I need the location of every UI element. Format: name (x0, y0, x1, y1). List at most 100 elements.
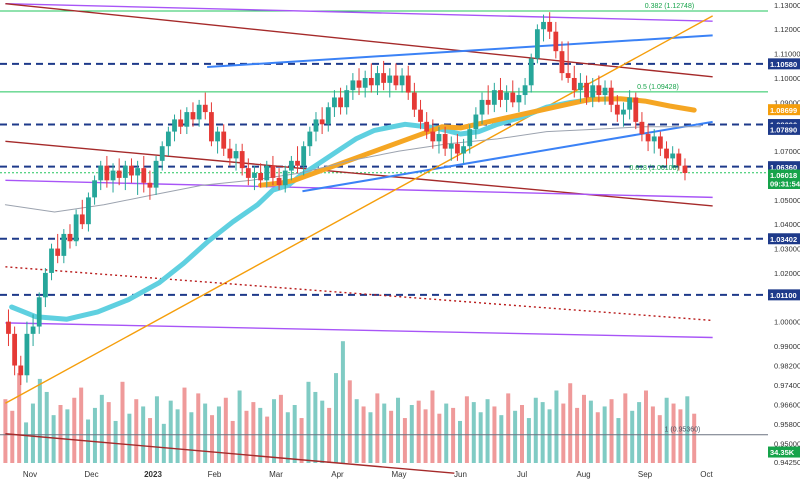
price-tag (768, 123, 800, 135)
candle-body (98, 165, 104, 181)
volume-bar (416, 400, 421, 463)
moving-average-line (4, 126, 701, 213)
volume-bar (409, 405, 414, 463)
moving-average-line (258, 96, 697, 188)
candle-body (528, 58, 534, 86)
candle-body (67, 233, 73, 242)
volume-bar (423, 409, 428, 463)
candle-body (639, 121, 645, 135)
candle-body (473, 114, 479, 130)
level-annotation: 0.618 (1.06108) (629, 165, 678, 172)
volume-bar (51, 415, 56, 463)
candle-body (6, 321, 11, 334)
volume-bar (237, 390, 242, 463)
volume-bar (526, 418, 531, 463)
candle-body (571, 77, 577, 91)
y-tick-label: 1.05000 (774, 196, 800, 205)
volume-bar (79, 387, 84, 463)
candle-body (92, 180, 97, 198)
candle-body (24, 333, 30, 376)
price-tag-label: 09:31:54 (770, 180, 800, 189)
trend-line (207, 34, 713, 69)
volume-bar (327, 407, 332, 463)
price-tag (768, 169, 800, 181)
candle-body (141, 168, 147, 183)
volume-bar (196, 393, 201, 463)
volume-bar (458, 420, 463, 463)
volume-bar (478, 412, 483, 463)
volume-bar (485, 399, 490, 463)
candle-body (584, 82, 589, 98)
volume-bar (575, 407, 580, 463)
candle-body (418, 109, 423, 122)
volume-bar (230, 420, 235, 463)
y-tick-label: 0.99000 (774, 342, 800, 351)
candle-body (424, 121, 430, 132)
volume-bar (402, 418, 407, 463)
level-annotation: 1 (0.95360) (665, 427, 701, 434)
volume-bar (210, 415, 215, 463)
volume-bar (561, 403, 566, 463)
volume-bar (616, 418, 621, 463)
price-tag-label: 1.07890 (770, 126, 797, 135)
candle-body (270, 165, 276, 178)
volume-bar (506, 393, 511, 463)
candle-body (202, 104, 208, 113)
price-tag-label: 1.01100 (770, 291, 797, 300)
volume-bar (520, 405, 524, 463)
candle-body (233, 151, 239, 159)
y-tick-label: 1.11000 (774, 50, 800, 59)
volume-bar (368, 412, 373, 463)
x-tick-label: Nov (23, 470, 37, 479)
volume-bar (471, 402, 476, 463)
volume-bar (24, 422, 29, 463)
candle-body (110, 170, 116, 181)
candle-body (682, 165, 688, 174)
x-tick-label: Jul (517, 470, 527, 479)
price-tag-label: 1.08699 (770, 106, 797, 115)
candle-body (264, 165, 270, 181)
volume-bar (347, 380, 352, 463)
x-tick-label: Feb (208, 470, 222, 479)
price-tag (768, 233, 800, 245)
candle-body (196, 104, 202, 120)
volume-bar (120, 381, 125, 463)
volume-bar (10, 410, 15, 463)
candle-body (344, 90, 350, 108)
volume-bar (223, 397, 228, 463)
volume-bar (533, 397, 538, 463)
candle-body (362, 77, 368, 88)
y-tick-label: 0.97400 (774, 381, 800, 390)
candle-body (399, 75, 405, 86)
candle-body (165, 131, 171, 147)
volume-bar (499, 415, 504, 463)
candle-body (393, 75, 399, 86)
volume-bar (65, 409, 70, 463)
volume-bar (685, 396, 690, 463)
price-tag-label: 34.35K (770, 448, 795, 457)
candle-body (18, 365, 24, 376)
trend-line (5, 322, 713, 339)
candle-body (411, 92, 417, 110)
candle-body (325, 107, 331, 125)
candle-body (350, 80, 356, 91)
candle-body (504, 92, 510, 100)
candle-body (645, 134, 651, 142)
price-tag-label: 1.10580 (770, 60, 797, 69)
candle-body (405, 75, 411, 93)
volume-bar (382, 403, 387, 463)
volume-bar (251, 402, 256, 463)
volume-bar (30, 403, 35, 463)
y-tick-label: 1.13000 (774, 1, 800, 10)
y-tick-label: 1.04000 (774, 220, 800, 229)
price-tag-label: 1.06018 (770, 171, 797, 180)
price-tag (768, 446, 800, 458)
price-tag (768, 161, 800, 173)
price-tag-label: 1.03402 (770, 235, 797, 244)
candle-body (621, 109, 626, 115)
volume-bar (92, 407, 97, 463)
candle-body (670, 153, 676, 159)
volume-bar (168, 400, 173, 463)
y-tick-label: 1.09000 (774, 98, 800, 107)
